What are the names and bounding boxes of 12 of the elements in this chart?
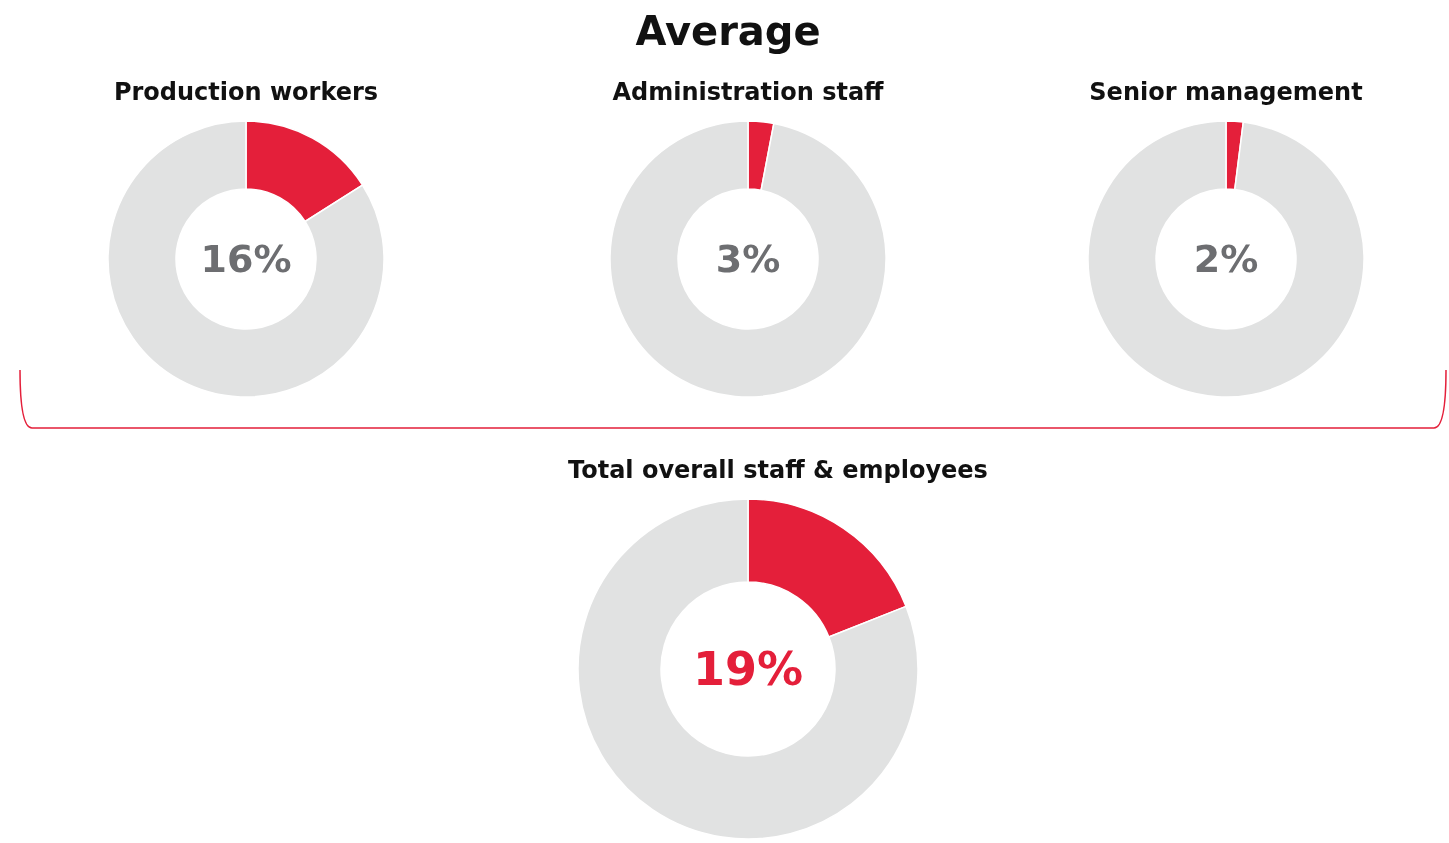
donut-slice (1087, 120, 1365, 398)
chart-title: Senior management (1088, 78, 1364, 108)
text: 19% (691, 641, 805, 698)
chart-title: Production workers (112, 78, 380, 108)
donut-slice (107, 120, 385, 398)
chart-title: Administration staff (611, 78, 885, 108)
text: Average (634, 8, 822, 54)
text: 3% (714, 236, 782, 283)
text: 2% (1192, 236, 1260, 283)
donut-slice (609, 120, 887, 398)
text: 16% (199, 236, 293, 283)
chart-title: Total overall staff & employees (568, 456, 988, 486)
